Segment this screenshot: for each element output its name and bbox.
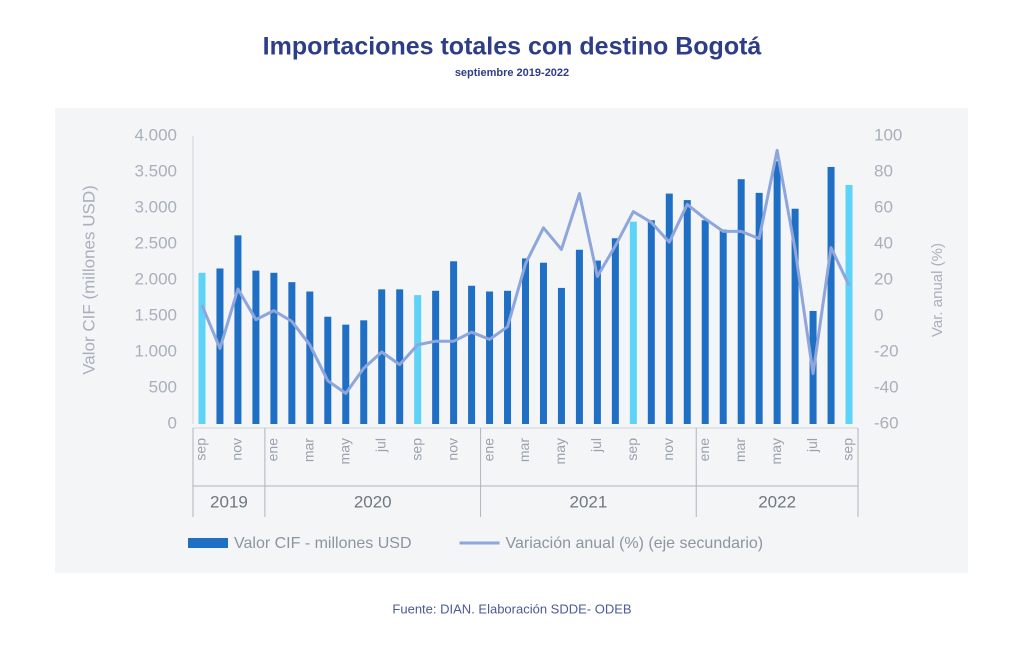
x-tick-label: ene bbox=[480, 438, 496, 462]
x-tick-label: nov bbox=[229, 438, 245, 461]
bar bbox=[252, 270, 260, 424]
y-tick-label: 4.000 bbox=[134, 125, 177, 144]
chart-subtitle: septiembre 2019-2022 bbox=[455, 67, 569, 79]
bar bbox=[522, 258, 529, 424]
y2-axis-label: Var. anual (%) bbox=[929, 243, 946, 337]
year-label: 2021 bbox=[569, 492, 607, 511]
bar bbox=[306, 291, 314, 424]
y2-tick-label: 60 bbox=[874, 197, 893, 216]
y-tick-label: 2.500 bbox=[134, 233, 177, 252]
bar bbox=[827, 166, 835, 424]
bar bbox=[468, 285, 476, 424]
y2-tick-label: 0 bbox=[874, 305, 883, 324]
x-tick-label: ene bbox=[265, 438, 281, 462]
bar bbox=[845, 184, 853, 424]
bar bbox=[737, 179, 745, 424]
bar bbox=[611, 238, 619, 424]
x-tick-label: jul bbox=[804, 438, 820, 453]
bar bbox=[557, 287, 565, 424]
bar bbox=[504, 290, 512, 424]
x-tick-label: sep bbox=[193, 438, 209, 461]
y2-tick-label: 20 bbox=[874, 269, 893, 288]
bar bbox=[665, 193, 673, 424]
x-tick-label: may bbox=[552, 438, 568, 464]
bar bbox=[755, 192, 763, 424]
bar bbox=[539, 262, 547, 424]
y-tick-label: 1.500 bbox=[134, 305, 177, 324]
x-tick-label: jul bbox=[588, 438, 604, 453]
x-tick-label: sep bbox=[624, 438, 640, 461]
line-series bbox=[200, 148, 851, 395]
y2-tick-label: 100 bbox=[874, 125, 902, 144]
y-axis-label: Valor CIF (millones USD) bbox=[79, 185, 98, 375]
x-tick-label: nov bbox=[444, 438, 460, 461]
year-label: 2019 bbox=[210, 492, 248, 511]
bar bbox=[647, 220, 655, 424]
bar bbox=[360, 320, 368, 424]
bar bbox=[396, 289, 404, 424]
bar bbox=[378, 289, 386, 424]
bar bbox=[593, 260, 601, 424]
y-tick-label: 3.500 bbox=[134, 161, 177, 180]
x-tick-label: may bbox=[336, 438, 352, 464]
x-tick-label: jul bbox=[372, 438, 388, 453]
chart-title: Importaciones totales con destino Bogotá bbox=[263, 33, 762, 61]
legend-label: Valor CIF - millones USD bbox=[234, 535, 412, 552]
y2-tick-label: -60 bbox=[874, 413, 899, 432]
year-label: 2022 bbox=[758, 492, 796, 511]
x-tick-label: sep bbox=[408, 438, 424, 461]
y2-tick-label: 40 bbox=[874, 233, 893, 252]
bar bbox=[234, 235, 242, 424]
y-tick-label: 0 bbox=[168, 413, 177, 432]
x-tick-label: may bbox=[768, 438, 784, 464]
bar bbox=[432, 290, 440, 424]
bar bbox=[342, 324, 350, 424]
x-tick-label: nov bbox=[660, 438, 676, 461]
bar bbox=[270, 272, 278, 424]
bar bbox=[414, 295, 422, 424]
y2-tick-label: 80 bbox=[874, 161, 893, 180]
y-tick-label: 1.000 bbox=[134, 341, 177, 360]
bar bbox=[324, 316, 332, 424]
legend-label: Variación anual (%) (eje secundario) bbox=[506, 535, 764, 552]
bar bbox=[198, 272, 206, 424]
x-tick-label: mar bbox=[301, 438, 317, 462]
source-note: Fuente: DIAN. Elaboración SDDE- ODEB bbox=[392, 601, 631, 616]
x-tick-label: mar bbox=[732, 438, 748, 462]
y2-tick-label: -40 bbox=[874, 377, 899, 396]
bar bbox=[288, 282, 296, 424]
x-tick-label: mar bbox=[516, 438, 532, 462]
bar bbox=[701, 220, 709, 424]
bar bbox=[629, 221, 637, 424]
bar bbox=[575, 249, 583, 424]
y-tick-label: 2.000 bbox=[134, 269, 177, 288]
bar bbox=[719, 229, 727, 424]
bar bbox=[791, 208, 799, 424]
year-label: 2020 bbox=[354, 492, 392, 511]
bar bbox=[683, 200, 691, 424]
x-tick-label: sep bbox=[840, 438, 856, 461]
bar bbox=[773, 161, 781, 424]
y-tick-label: 3.000 bbox=[134, 197, 177, 216]
y2-tick-label: -20 bbox=[874, 341, 899, 360]
legend-swatch bbox=[188, 538, 228, 548]
x-tick-label: ene bbox=[696, 438, 712, 462]
bar bbox=[486, 291, 494, 424]
y-tick-label: 500 bbox=[149, 377, 177, 396]
